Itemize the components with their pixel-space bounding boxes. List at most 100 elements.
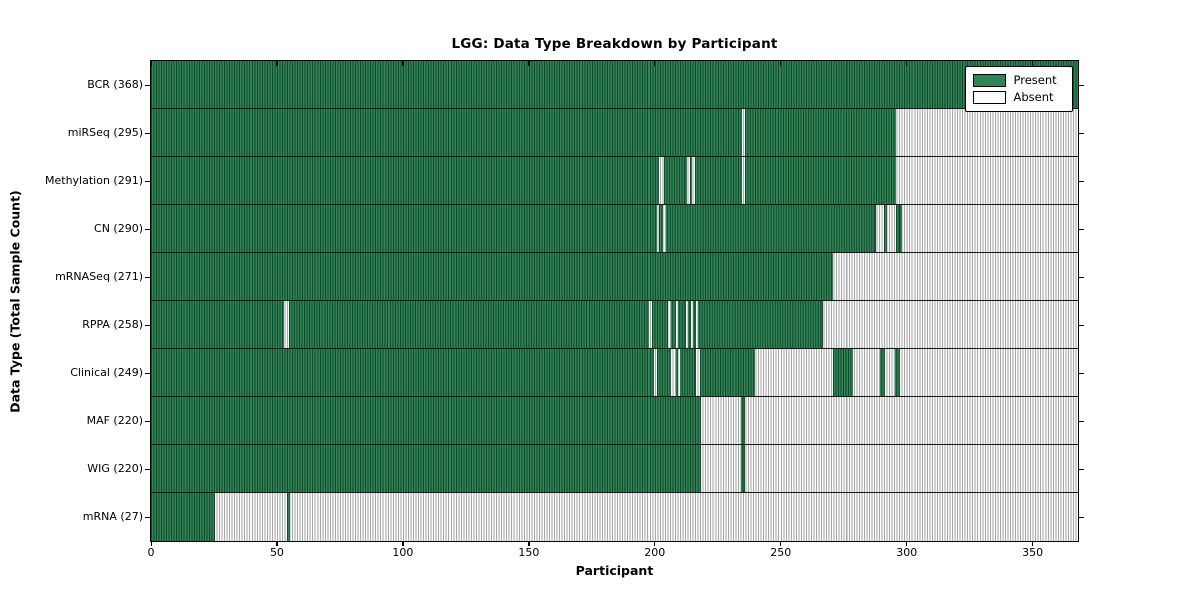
present-segment [741,444,745,492]
y-tick-label: MAF (220) [86,414,143,427]
x-tick-label: 250 [770,546,792,559]
x-tick-mark-top [1032,61,1034,66]
present-segment [744,156,897,204]
x-tick-mark-top [276,61,278,66]
present-segment [688,300,691,348]
y-tick-mark [1079,420,1084,422]
y-tick-mark [145,372,150,374]
y-tick-mark [145,324,150,326]
x-tick-mark-bottom [1032,541,1034,546]
present-swatch [972,73,1006,87]
legend: Present Absent [964,65,1073,112]
y-tick-mark [1079,84,1084,86]
present-segment [150,108,743,156]
present-segment [150,60,1078,108]
x-tick-label: 300 [896,546,918,559]
chart-row-rppa [150,300,1078,349]
y-tick-label: BCR (368) [87,78,143,91]
present-segment [150,156,660,204]
present-segment [150,252,834,300]
chart-row-bcr [150,60,1078,109]
y-tick-mark [1079,516,1084,518]
x-tick-label: 0 [147,546,155,559]
chart-row-mrna [150,492,1078,541]
legend-item-present: Present [972,72,1065,89]
present-segment [698,300,824,348]
present-segment [150,396,701,444]
present-segment [894,348,900,396]
y-tick-label: WIG (220) [87,462,143,475]
y-tick-mark [1079,372,1084,374]
y-tick-mark [1079,228,1084,230]
present-segment [150,444,701,492]
x-tick-mark-bottom [402,541,404,546]
present-segment [659,204,664,252]
chart-row-cn [150,204,1078,253]
present-segment [741,396,745,444]
chart-row-maf [150,396,1078,445]
present-segment [150,300,284,348]
present-segment [833,348,854,396]
present-segment [150,204,657,252]
present-segment [656,348,671,396]
y-tick-label: Clinical (249) [70,366,143,379]
y-tick-label: Methylation (291) [45,174,143,187]
x-tick-mark-top [150,61,152,66]
chart-title: LGG: Data Type Breakdown by Participant [451,36,778,52]
chart-row-methylation [150,156,1078,205]
present-segment [678,300,686,348]
present-segment [664,156,688,204]
y-tick-mark [145,180,150,182]
present-segment [879,348,885,396]
chart-row-mirseq [150,108,1078,157]
y-tick-mark [145,468,150,470]
y-tick-mark [145,84,150,86]
y-tick-label: mRNA (27) [82,510,143,523]
legend-label-absent: Absent [1013,89,1054,104]
y-axis-label: Data Type (Total Sample Count) [7,190,23,413]
present-segment [689,156,693,204]
present-segment [744,108,897,156]
rows-container [150,60,1078,541]
y-tick-mark [145,228,150,230]
present-segment [699,348,756,396]
x-tick-mark-bottom [906,541,908,546]
x-tick-label: 200 [644,546,666,559]
x-tick-mark-bottom [276,541,278,546]
legend-item-absent: Absent [972,89,1065,106]
y-tick-mark [145,276,150,278]
x-tick-label: 50 [269,546,284,559]
x-tick-label: 350 [1022,546,1044,559]
x-tick-mark-bottom [780,541,782,546]
x-tick-mark-top [780,61,782,66]
y-tick-label: CN (290) [94,222,143,235]
y-tick-mark [145,516,150,518]
present-segment [670,300,676,348]
present-segment [665,204,876,252]
x-tick-label: 150 [518,546,540,559]
x-axis-label: Participant [575,563,654,578]
y-tick-label: miRSeq (295) [67,126,143,139]
y-tick-mark [1079,324,1084,326]
x-tick-mark-top [528,61,530,66]
absent-swatch [972,90,1006,104]
present-segment [883,204,888,252]
x-tick-mark-bottom [150,541,152,546]
chart-row-clinical [150,348,1078,397]
present-segment [150,492,215,541]
x-tick-mark-top [906,61,908,66]
present-segment [675,348,678,396]
y-tick-mark [145,132,150,134]
present-segment [289,300,650,348]
y-tick-mark [1079,468,1084,470]
plot-area: Present Absent [149,59,1079,542]
present-segment [680,348,696,396]
x-tick-mark-bottom [528,541,530,546]
y-tick-mark [1079,180,1084,182]
present-segment [694,156,743,204]
y-tick-label: mRNASeq (271) [55,270,143,283]
x-tick-mark-bottom [654,541,656,546]
present-segment [896,204,903,252]
chart-row-wig [150,444,1078,493]
